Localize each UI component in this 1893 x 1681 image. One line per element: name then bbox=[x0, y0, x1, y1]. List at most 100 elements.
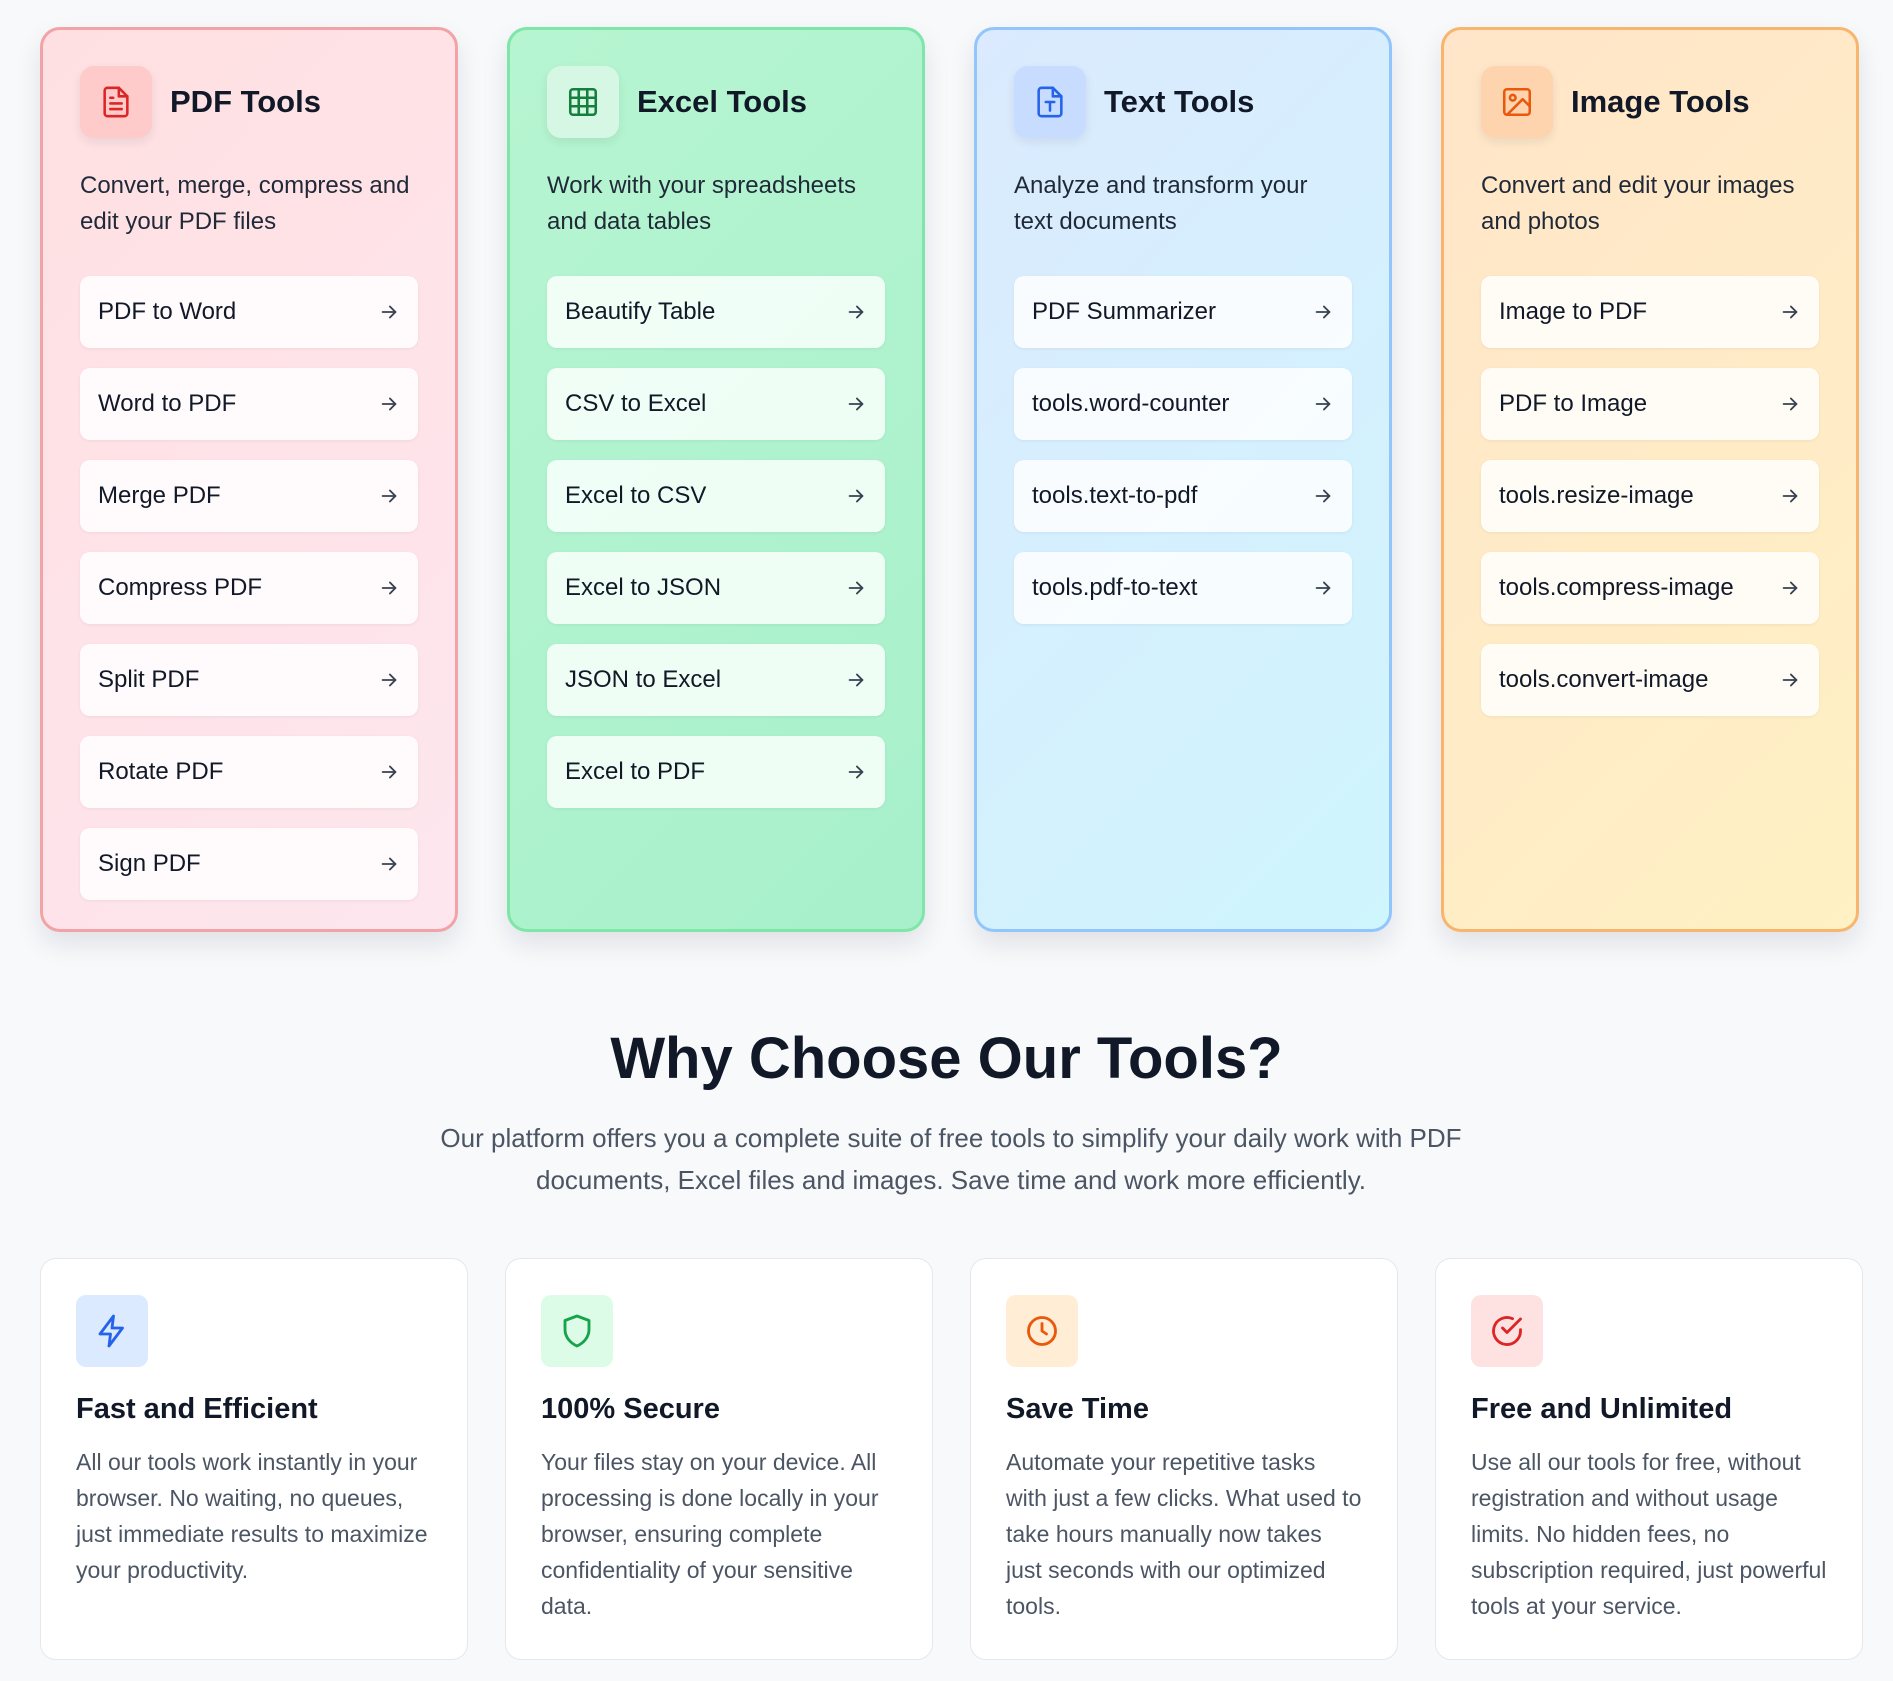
feature-text: Your files stay on your device. All proc… bbox=[541, 1449, 879, 1619]
tool-link-resize-image[interactable]: tools.resize-image bbox=[1481, 460, 1819, 532]
tool-label: PDF to Word bbox=[98, 298, 237, 325]
arrow-right-icon bbox=[1315, 397, 1331, 411]
tool-link-pdf-to-word[interactable]: PDF to Word bbox=[80, 276, 418, 348]
arrow-right-icon bbox=[1782, 305, 1798, 319]
tool-link-excel-to-csv[interactable]: Excel to CSV bbox=[547, 460, 885, 532]
tool-link-excel-to-pdf[interactable]: Excel to PDF bbox=[547, 736, 885, 808]
arrow-right-icon bbox=[381, 305, 397, 319]
arrow-right-icon bbox=[848, 581, 864, 595]
arrow-right-icon bbox=[1315, 489, 1331, 503]
tool-label: tools.compress-image bbox=[1499, 574, 1734, 601]
feature-text: All our tools work instantly in your bro… bbox=[76, 1449, 428, 1583]
arrow-right-icon bbox=[848, 489, 864, 503]
tool-link-sign-pdf[interactable]: Sign PDF bbox=[80, 828, 418, 900]
tool-link-json-to-excel[interactable]: JSON to Excel bbox=[547, 644, 885, 716]
tool-label: PDF to Image bbox=[1499, 390, 1648, 417]
tool-link-compress-image[interactable]: tools.compress-image bbox=[1481, 552, 1819, 624]
lightning-icon bbox=[76, 1295, 148, 1367]
feature-cards: Fast and Efficient All our tools work in… bbox=[40, 1258, 1863, 1660]
arrow-right-icon bbox=[1782, 489, 1798, 503]
tool-link-pdf-to-image[interactable]: PDF to Image bbox=[1481, 368, 1819, 440]
tool-link-excel-to-json[interactable]: Excel to JSON bbox=[547, 552, 885, 624]
tool-link-word-to-pdf[interactable]: Word to PDF bbox=[80, 368, 418, 440]
tool-label: Image to PDF bbox=[1499, 298, 1648, 325]
tool-link-pdf-summarizer[interactable]: PDF Summarizer bbox=[1014, 276, 1352, 348]
image-icon bbox=[1481, 66, 1553, 138]
tool-label: Compress PDF bbox=[98, 574, 263, 601]
category-title: Excel Tools bbox=[637, 84, 807, 119]
tool-link-word-counter[interactable]: tools.word-counter bbox=[1014, 368, 1352, 440]
tool-label: Merge PDF bbox=[98, 482, 221, 509]
clock-icon bbox=[1006, 1295, 1078, 1367]
arrow-right-icon bbox=[381, 581, 397, 595]
feature-title: 100% Secure bbox=[541, 1393, 720, 1425]
tool-list: PDF Summarizer tools.word-counter tools.… bbox=[1014, 276, 1352, 624]
tool-link-merge-pdf[interactable]: Merge PDF bbox=[80, 460, 418, 532]
arrow-right-icon bbox=[848, 765, 864, 779]
category-description: Convert, merge, compress and edit your P… bbox=[80, 172, 410, 235]
feature-card-save-time: Save Time Automate your repetitive tasks… bbox=[970, 1258, 1398, 1660]
feature-title: Save Time bbox=[1006, 1393, 1149, 1425]
arrow-right-icon bbox=[1782, 673, 1798, 687]
category-card-excel: Excel Tools Work with your spreadsheets … bbox=[507, 27, 925, 932]
arrow-right-icon bbox=[381, 397, 397, 411]
tool-label: Beautify Table bbox=[565, 298, 716, 325]
tool-link-image-to-pdf[interactable]: Image to PDF bbox=[1481, 276, 1819, 348]
tool-list: PDF to Word Word to PDF Merge PDF Compre… bbox=[80, 276, 418, 900]
category-description: Analyze and transform your text document… bbox=[1014, 172, 1308, 235]
arrow-right-icon bbox=[1782, 581, 1798, 595]
feature-card-secure: 100% Secure Your files stay on your devi… bbox=[505, 1258, 933, 1660]
tool-link-csv-to-excel[interactable]: CSV to Excel bbox=[547, 368, 885, 440]
tool-link-convert-image[interactable]: tools.convert-image bbox=[1481, 644, 1819, 716]
tool-link-compress-pdf[interactable]: Compress PDF bbox=[80, 552, 418, 624]
category-title: Text Tools bbox=[1104, 84, 1255, 119]
feature-text: Use all our tools for free, without regi… bbox=[1471, 1449, 1827, 1619]
table-icon bbox=[547, 66, 619, 138]
tool-link-split-pdf[interactable]: Split PDF bbox=[80, 644, 418, 716]
arrow-right-icon bbox=[381, 765, 397, 779]
feature-card-fast: Fast and Efficient All our tools work in… bbox=[40, 1258, 468, 1660]
tool-label: Split PDF bbox=[98, 666, 200, 693]
feature-card-free: Free and Unlimited Use all our tools for… bbox=[1435, 1258, 1863, 1660]
tool-link-rotate-pdf[interactable]: Rotate PDF bbox=[80, 736, 418, 808]
tool-label: Rotate PDF bbox=[98, 758, 224, 785]
why-section-title: Why Choose Our Tools? bbox=[610, 1026, 1283, 1091]
arrow-right-icon bbox=[1782, 397, 1798, 411]
tool-label: tools.text-to-pdf bbox=[1032, 482, 1198, 509]
category-header: Excel Tools bbox=[547, 66, 885, 138]
category-header: PDF Tools bbox=[80, 66, 418, 138]
text-document-icon bbox=[1014, 66, 1086, 138]
tool-list: Image to PDF PDF to Image tools.resize-i… bbox=[1481, 276, 1819, 716]
feature-title: Fast and Efficient bbox=[76, 1393, 318, 1425]
tool-label: Excel to JSON bbox=[565, 574, 722, 601]
tool-label: Word to PDF bbox=[98, 390, 237, 417]
tool-label: tools.convert-image bbox=[1499, 666, 1709, 693]
arrow-right-icon bbox=[381, 489, 397, 503]
tool-link-pdf-to-text[interactable]: tools.pdf-to-text bbox=[1014, 552, 1352, 624]
category-title: Image Tools bbox=[1571, 84, 1750, 119]
feature-title: Free and Unlimited bbox=[1471, 1393, 1733, 1425]
tool-link-text-to-pdf[interactable]: tools.text-to-pdf bbox=[1014, 460, 1352, 532]
arrow-right-icon bbox=[848, 397, 864, 411]
tool-label: Excel to CSV bbox=[565, 482, 707, 509]
shield-icon bbox=[541, 1295, 613, 1367]
feature-text: Automate your repetitive tasks with just… bbox=[1006, 1449, 1362, 1619]
category-header: Image Tools bbox=[1481, 66, 1819, 138]
category-card-image: Image Tools Convert and edit your images… bbox=[1441, 27, 1859, 932]
arrow-right-icon bbox=[381, 857, 397, 871]
tool-link-beautify-table[interactable]: Beautify Table bbox=[547, 276, 885, 348]
why-section-subtitle: Our platform offers you a complete suite… bbox=[440, 1123, 1462, 1195]
category-description: Work with your spreadsheets and data tab… bbox=[547, 172, 857, 235]
arrow-right-icon bbox=[1315, 305, 1331, 319]
arrow-right-icon bbox=[848, 305, 864, 319]
tool-label: Excel to PDF bbox=[565, 758, 706, 785]
category-title: PDF Tools bbox=[170, 84, 321, 119]
category-header: Text Tools bbox=[1014, 66, 1352, 138]
tool-label: JSON to Excel bbox=[565, 666, 722, 693]
category-description: Convert and edit your images and photos bbox=[1481, 172, 1795, 235]
arrow-right-icon bbox=[381, 673, 397, 687]
tool-label: CSV to Excel bbox=[565, 390, 707, 417]
tool-list: Beautify Table CSV to Excel Excel to CSV… bbox=[547, 276, 885, 808]
arrow-right-icon bbox=[1315, 581, 1331, 595]
check-circle-icon bbox=[1471, 1295, 1543, 1367]
